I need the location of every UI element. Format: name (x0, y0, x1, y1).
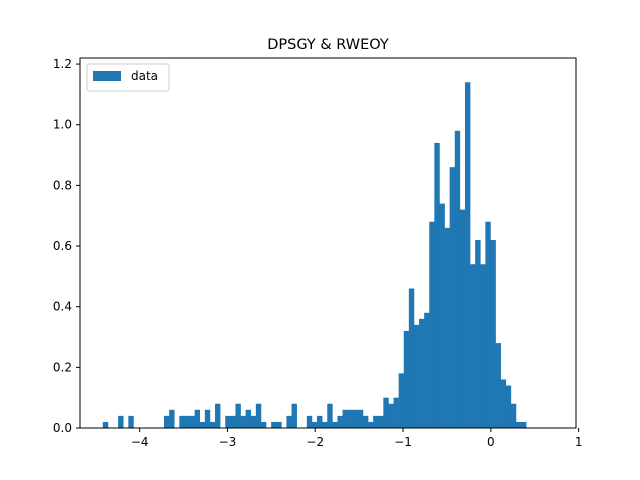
histogram-bar (388, 403, 394, 428)
histogram-bar (480, 264, 486, 428)
histogram-bar (403, 330, 410, 428)
histogram-bar (260, 421, 267, 428)
legend-swatch (93, 71, 121, 81)
histogram-bar (209, 421, 216, 428)
histogram-bar (393, 397, 399, 428)
histogram-bar (337, 415, 343, 428)
histogram-bar (184, 415, 190, 428)
chart-title: DPSGY & RWEOY (267, 37, 389, 53)
histogram-bar (342, 409, 348, 428)
histogram-bar (398, 373, 405, 428)
histogram-bar (240, 415, 246, 428)
histogram-bar (413, 324, 420, 428)
histogram-bar (485, 221, 491, 428)
histogram-bar (179, 415, 185, 428)
histogram-bar (419, 318, 425, 428)
histogram-bar (490, 239, 496, 428)
x-tick-label: −4 (131, 435, 149, 449)
histogram-bar (500, 379, 507, 428)
y-tick-label: 1.2 (53, 57, 72, 71)
histogram-bar (286, 415, 292, 428)
histogram-bar (317, 415, 323, 428)
histogram-bar (235, 403, 241, 428)
histogram-bar (291, 403, 297, 428)
legend: data (86, 63, 170, 92)
x-tick-label: −1 (394, 435, 412, 449)
legend-frame (86, 63, 170, 92)
histogram-bar (444, 227, 450, 428)
histogram-bar (189, 415, 195, 428)
histogram-bar (510, 403, 517, 428)
histogram-bar (434, 142, 440, 429)
y-tick-label: 0.2 (53, 360, 72, 374)
histogram-bar (128, 415, 134, 428)
histogram-bar (357, 409, 364, 428)
histogram-bar (164, 415, 170, 428)
x-tick-label: 1 (575, 435, 583, 449)
histogram-bar (306, 415, 313, 428)
histogram-bar (332, 421, 338, 428)
histogram-bar (439, 203, 445, 428)
y-tick-label: 0.4 (53, 300, 72, 314)
bars-group (102, 82, 527, 429)
histogram-bar (424, 312, 430, 428)
x-tick-label: −3 (219, 435, 237, 449)
histogram-bar (521, 421, 527, 428)
histogram-bar (470, 264, 476, 428)
histogram-bar (230, 415, 236, 428)
histogram-bar (311, 421, 318, 428)
histogram-bar (215, 403, 221, 428)
histogram-bar (255, 403, 262, 428)
histogram-bar (199, 421, 206, 428)
histogram-bar (362, 415, 369, 428)
histogram-bar (368, 421, 374, 428)
histogram-bar (322, 421, 328, 428)
legend-label: data (131, 69, 158, 83)
axes-frame (79, 57, 577, 429)
histogram-bar (408, 288, 415, 428)
histogram-bar (515, 421, 522, 428)
histogram-bar (378, 415, 384, 428)
y-tick-label: 1.0 (53, 118, 72, 132)
y-tick-label: 0.0 (53, 421, 72, 435)
histogram-bar (454, 130, 461, 429)
histogram-bar (225, 415, 231, 428)
histogram-bar (271, 421, 277, 428)
histogram-bar (449, 167, 456, 428)
histogram-bar (102, 421, 109, 428)
histogram-bar (383, 397, 389, 428)
histogram-bar (352, 409, 359, 428)
histogram-bar (169, 409, 175, 428)
histogram-bar (429, 221, 435, 428)
histogram-bar (245, 409, 252, 428)
histogram-bar (495, 343, 501, 428)
histogram-bar (459, 209, 466, 428)
y-tick-label: 0.8 (53, 178, 72, 192)
histogram-bar (204, 409, 211, 428)
histogram-bar (118, 415, 124, 428)
histogram-bar (505, 385, 512, 428)
histogram-bar (250, 415, 257, 428)
axes-group: −4 −3 −2 −1 0 1 0.0 0.2 0.4 0.6 0.8 1.0 1.2 (53, 57, 583, 449)
histogram-bar (347, 409, 354, 428)
x-tick-label: −2 (306, 435, 324, 449)
histogram-bar (475, 239, 481, 428)
histogram-bar (276, 421, 282, 428)
histogram-bar (194, 409, 201, 428)
y-tick-label: 0.6 (53, 239, 72, 253)
x-tick-label: 0 (487, 435, 495, 449)
histogram-bar (373, 415, 379, 428)
histogram-bar (327, 403, 333, 428)
histogram-bar (464, 82, 471, 428)
